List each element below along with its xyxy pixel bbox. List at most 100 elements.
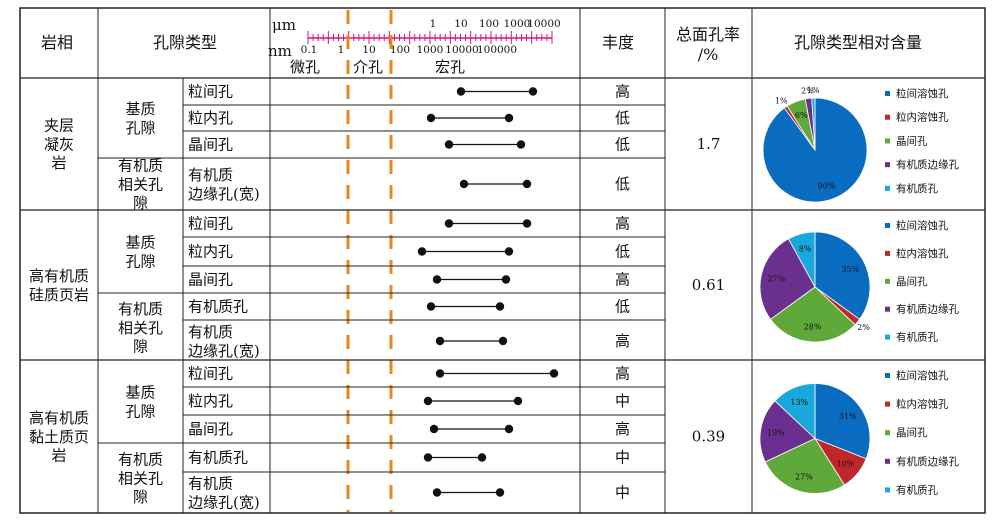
pore-type-label: 粒间孔 xyxy=(188,215,233,233)
header-relative-content: 孔隙类型相对含量 xyxy=(794,33,922,52)
header-total-porosity: 总面孔率/% xyxy=(676,25,740,64)
abundance-value: 中 xyxy=(615,449,630,467)
legend-swatch xyxy=(885,278,890,284)
um-tick-label: 10000 xyxy=(527,18,560,30)
table-header: 岩相 孔隙类型 丰度 总面孔率/% 孔隙类型相对含量 xyxy=(41,25,922,64)
pie-slice xyxy=(759,400,816,463)
range-max-dot xyxy=(522,179,532,189)
pore-subgroup-label: 有机质相关孔隙 xyxy=(118,157,163,213)
range-max-dot xyxy=(528,87,538,96)
nm-tick-label: 100000 xyxy=(477,44,517,56)
nm-tick-label: 0.1 xyxy=(301,44,318,56)
pore-type-label: 晶间孔 xyxy=(188,420,233,438)
range-min-dot xyxy=(429,424,439,434)
abundance-value: 低 xyxy=(615,243,630,261)
pore-row: 粒间孔 高 xyxy=(188,215,630,233)
pie-slice xyxy=(764,437,846,494)
legend-label: 粒内溶蚀孔 xyxy=(896,247,949,260)
legend-label: 晶间孔 xyxy=(896,275,928,288)
pie-slice-label: 2% xyxy=(857,323,870,332)
range-max-dot xyxy=(549,369,559,378)
pore-content-pie: 35% 2% 28% 27% 8% xyxy=(759,231,871,343)
pie-slice-label: 27% xyxy=(767,274,785,283)
pore-type-label: 有机质边缘孔(宽) xyxy=(188,323,260,360)
abundance-value: 中 xyxy=(615,484,630,502)
pore-class-label: 宏孔 xyxy=(435,58,465,76)
legend-label: 有机质边缘孔 xyxy=(896,455,959,468)
abundance-value: 高 xyxy=(615,332,630,350)
range-min-dot xyxy=(417,247,427,256)
pore-type-label: 粒内孔 xyxy=(188,109,233,127)
abundance-value: 高 xyxy=(615,271,630,289)
um-unit-label: μm xyxy=(272,16,296,34)
legend-label: 粒内溶蚀孔 xyxy=(896,398,949,411)
legend-label: 有机质孔 xyxy=(896,331,938,344)
abundance-value: 低 xyxy=(615,136,630,154)
legend-swatch xyxy=(885,223,890,228)
abundance-value: 低 xyxy=(615,298,630,316)
pore-type-label: 晶间孔 xyxy=(188,271,233,289)
pie-slice-label: 90% xyxy=(818,182,836,191)
pie-slice-label: 8% xyxy=(799,245,812,254)
range-max-dot xyxy=(495,488,505,497)
pore-row: 晶间孔 低 xyxy=(188,136,630,154)
pie-slice xyxy=(787,231,816,288)
pore-row: 粒内孔 低 xyxy=(188,243,630,261)
total-porosity-value: 0.61 xyxy=(692,276,725,294)
pore-class-label: 介孔 xyxy=(353,58,383,76)
pore-subgroup-label: 有机质相关孔隙 xyxy=(118,300,163,356)
legend-label: 粒内溶蚀孔 xyxy=(896,111,949,124)
legend-label: 粒间溶蚀孔 xyxy=(896,369,949,382)
pore-row: 晶间孔 高 xyxy=(188,271,630,289)
header-facies: 岩相 xyxy=(41,33,73,52)
nm-tick-label: 10 xyxy=(362,44,375,56)
legend-swatch xyxy=(885,430,890,436)
facies-label: 高有机质硅质页岩 xyxy=(29,267,89,304)
total-porosity-value: 0.39 xyxy=(692,428,725,446)
pore-type-label: 粒内孔 xyxy=(188,392,233,410)
range-max-dot xyxy=(477,453,487,462)
legend-label: 晶间孔 xyxy=(896,426,928,439)
abundance-value: 高 xyxy=(615,215,630,233)
abundance-value: 低 xyxy=(615,109,630,127)
pie-slice-label: 31% xyxy=(839,412,857,421)
pie-slice-label: 10% xyxy=(837,460,855,469)
legend-label: 粒间溶蚀孔 xyxy=(896,219,949,232)
legend-swatch xyxy=(885,373,890,378)
range-min-dot xyxy=(423,453,433,462)
nm-unit-label: nm xyxy=(268,42,292,60)
legend-swatch xyxy=(885,162,890,168)
range-max-dot xyxy=(501,275,511,284)
range-max-dot xyxy=(516,140,526,149)
pore-subgroup-label: 有机质相关孔隙 xyxy=(118,451,163,507)
legend-label: 有机质边缘孔 xyxy=(896,158,959,171)
legend-label: 晶间孔 xyxy=(896,134,928,147)
pie-slice xyxy=(759,238,816,320)
range-max-dot xyxy=(504,247,514,256)
pore-subgroup-label: 基质孔隙 xyxy=(125,100,155,137)
pie-slice-label: 6% xyxy=(795,111,808,120)
um-tick-label: 10 xyxy=(454,18,467,30)
range-min-dot xyxy=(426,302,436,311)
pie-slice xyxy=(814,231,871,320)
pore-row: 粒内孔 中 xyxy=(188,392,630,410)
legend-swatch xyxy=(885,250,890,256)
legend-swatch xyxy=(885,306,890,312)
nm-tick-label: 100 xyxy=(390,44,410,56)
pore-content-pie: 90%1%6%2%1% xyxy=(762,86,868,203)
legend-swatch xyxy=(885,114,890,120)
pie-slice xyxy=(811,97,816,151)
pore-subgroup-label: 基质孔隙 xyxy=(125,384,155,421)
header-abundance: 丰度 xyxy=(602,33,634,52)
legend-label: 有机质孔 xyxy=(896,483,938,496)
header-pore-type: 孔隙类型 xyxy=(153,33,217,52)
range-min-dot xyxy=(435,336,445,346)
legend-label: 有机质孔 xyxy=(896,182,938,195)
range-max-dot xyxy=(498,336,508,346)
facies-label: 夹层凝灰岩 xyxy=(44,117,74,173)
